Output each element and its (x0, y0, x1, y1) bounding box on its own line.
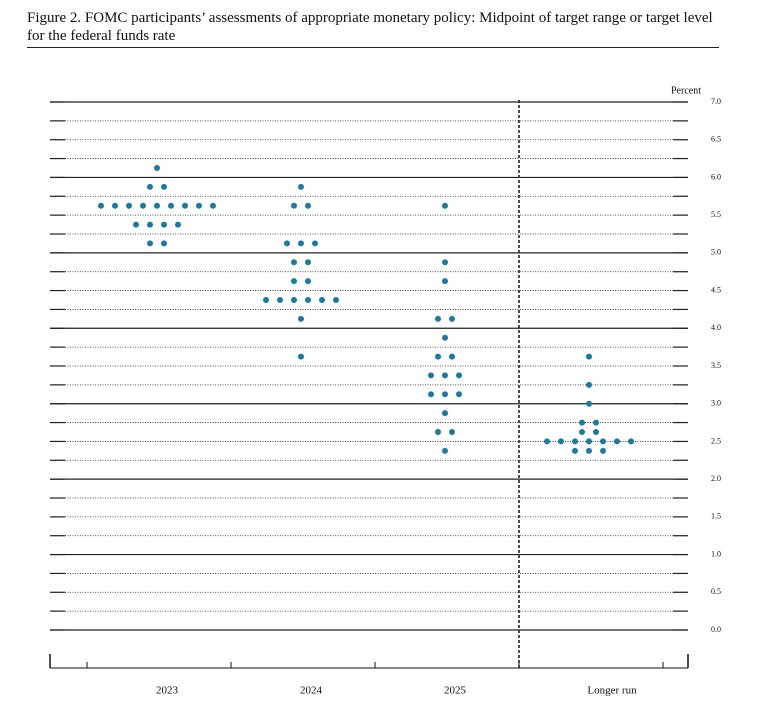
dot (442, 391, 448, 398)
dot (442, 202, 448, 209)
dot (147, 240, 153, 247)
dot (98, 202, 104, 209)
dot (312, 240, 318, 247)
y-tick-label: 5.0 (711, 248, 721, 257)
dot (442, 410, 448, 417)
dot (133, 221, 139, 228)
dot (593, 419, 599, 426)
dot (428, 372, 434, 379)
dot (140, 202, 146, 209)
dot (586, 447, 592, 454)
dot (579, 419, 585, 426)
dot (305, 202, 311, 209)
y-tick-label: 1.0 (711, 549, 721, 558)
dot (572, 438, 578, 445)
dot (572, 447, 578, 454)
dot (579, 429, 585, 435)
dot (586, 400, 592, 407)
dot (291, 297, 297, 303)
dot (449, 353, 455, 360)
dot (161, 221, 167, 228)
dot (544, 438, 550, 445)
dot (586, 438, 592, 445)
dot (112, 202, 118, 209)
y-tick-label: 5.5 (711, 210, 721, 219)
dot (175, 221, 181, 228)
dot (449, 315, 455, 322)
dot (263, 297, 269, 303)
dot (291, 202, 297, 209)
dot (435, 315, 441, 322)
dot (305, 297, 311, 303)
dot (628, 438, 634, 445)
dot (449, 429, 455, 435)
x-tick-label: 2023 (156, 685, 179, 697)
dot (586, 353, 592, 360)
title-rule (27, 47, 719, 48)
dot (147, 221, 153, 228)
y-tick-label: 6.5 (711, 135, 721, 144)
dot (291, 259, 297, 266)
dot (305, 278, 311, 285)
dot (593, 429, 599, 435)
y-tick-label: 0.0 (711, 625, 721, 634)
dot (161, 183, 167, 190)
dot (586, 381, 592, 388)
y-tick-label: 1.5 (711, 512, 721, 521)
dot (154, 202, 160, 209)
dot (298, 315, 304, 322)
x-tick-label: Longer run (587, 685, 637, 697)
x-tick-label: 2025 (444, 685, 467, 697)
dot (298, 353, 304, 360)
chart-title: Figure 2. FOMC participants’ assessments… (27, 10, 713, 44)
y-tick-label: 0.5 (711, 587, 721, 596)
y-axis-label: Percent (671, 85, 701, 96)
dot (442, 372, 448, 379)
dot (298, 183, 304, 190)
dot (442, 334, 448, 341)
dot (126, 202, 132, 209)
dot (428, 391, 434, 398)
dot (196, 202, 202, 209)
dot (147, 183, 153, 190)
dot (168, 202, 174, 209)
dot (291, 278, 297, 285)
y-tick-label: 2.5 (711, 436, 721, 445)
dot (305, 259, 311, 266)
dot (210, 202, 216, 209)
y-tick-label: 3.0 (711, 399, 721, 408)
dot (600, 447, 606, 454)
dot (600, 438, 606, 445)
dot (442, 447, 448, 454)
dot (614, 438, 620, 445)
dot (456, 391, 462, 398)
dot (435, 429, 441, 435)
dot (442, 278, 448, 285)
y-tick-label: 3.5 (711, 361, 721, 370)
dot (161, 240, 167, 247)
y-tick-label: 4.5 (711, 285, 721, 294)
x-tick-label: 2024 (300, 685, 323, 697)
dot (333, 297, 339, 303)
dot (154, 165, 160, 171)
y-tick-label: 6.0 (711, 172, 721, 181)
dot (558, 438, 564, 445)
dot (442, 259, 448, 266)
y-tick-label: 7.0 (711, 97, 721, 106)
dot (319, 297, 325, 303)
dot (298, 240, 304, 247)
dot (435, 353, 441, 360)
dot (182, 202, 188, 209)
y-tick-label: 2.0 (711, 474, 721, 483)
y-tick-label: 4.0 (711, 323, 721, 332)
dot (456, 372, 462, 379)
dot (284, 240, 290, 247)
dot (277, 297, 283, 303)
